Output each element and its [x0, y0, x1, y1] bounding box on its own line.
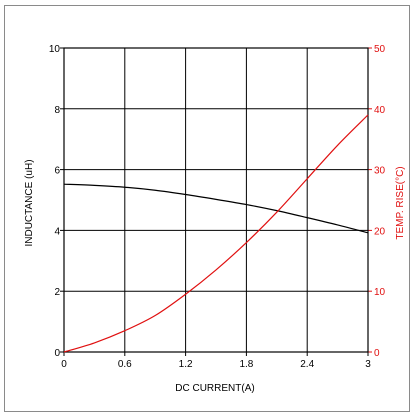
y-left-tick-label: 0: [54, 348, 60, 359]
y-axis-left-label: INDUCTANCE (uH): [24, 159, 35, 246]
x-axis-label: DC CURRENT(A): [175, 383, 254, 394]
y-left-tick-label: 6: [54, 166, 60, 177]
y-right-tick-label: 0: [374, 348, 380, 359]
series: [63, 114, 369, 353]
y-right-tick-label: 50: [374, 44, 386, 55]
y-left-tick-label: 8: [54, 105, 60, 116]
inductance-series-line: [63, 183, 369, 234]
plot-border: [63, 47, 369, 353]
x-tick-label: 3: [365, 359, 371, 370]
y-right-tick-label: 40: [374, 105, 386, 116]
temp-rise-series-line: [63, 114, 369, 353]
x-tick-label: 0.6: [118, 359, 132, 370]
x-tick-label: 1.8: [239, 359, 253, 370]
chart-frame: 0 0.6 1.2 1.8 2.4 3 0 2 4 6 8 10 0 10 20 30 40 50 DC CURR…: [4, 5, 410, 412]
y-left-tick-label: 4: [54, 226, 60, 237]
y-right-tick-label: 30: [374, 166, 386, 177]
x-tick-label: 0: [61, 359, 67, 370]
y-left-tick-label: 10: [49, 44, 61, 55]
y-left-tick-label: 2: [54, 287, 60, 298]
x-tick-label: 2.4: [300, 359, 314, 370]
y-right-tick-label: 20: [374, 226, 386, 237]
x-tick-label: 1.2: [179, 359, 193, 370]
axes: [60, 47, 372, 356]
y-right-tick-label: 10: [374, 287, 386, 298]
y-axis-right-label: TEMP. RISE(°C): [395, 166, 406, 239]
